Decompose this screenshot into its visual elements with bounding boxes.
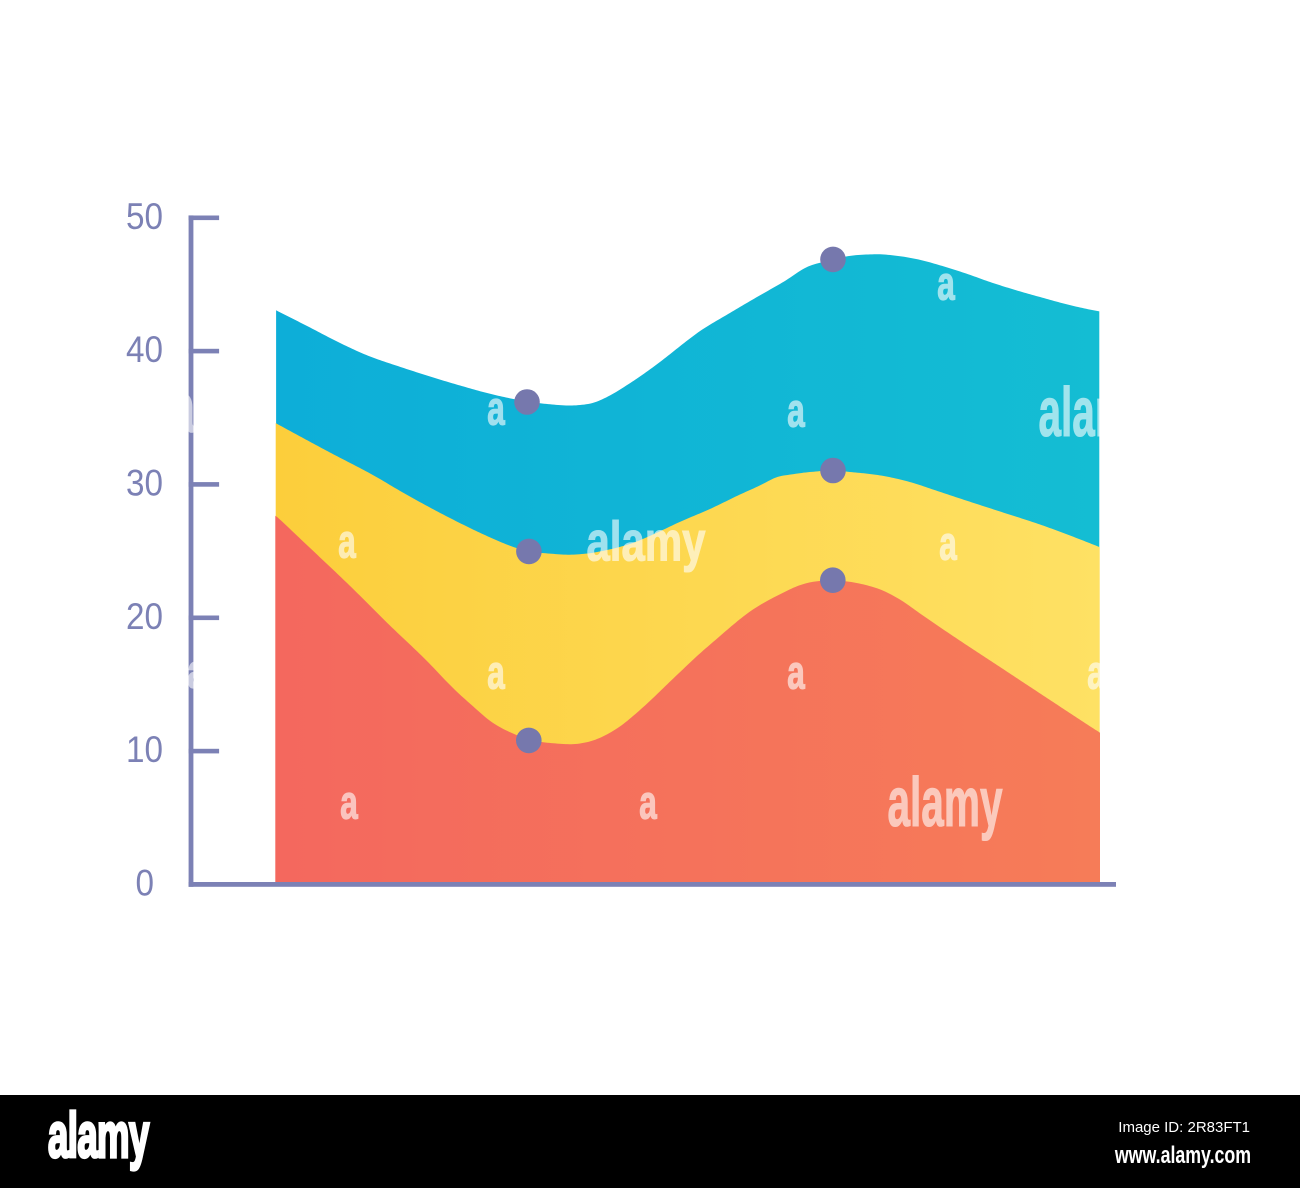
svg-text:0: 0 [136,862,155,903]
svg-text:20: 20 [126,596,163,637]
svg-text:40: 40 [126,329,163,370]
svg-text:10: 10 [126,729,163,770]
svg-text:30: 30 [126,462,163,503]
svg-text:50: 50 [126,196,163,237]
